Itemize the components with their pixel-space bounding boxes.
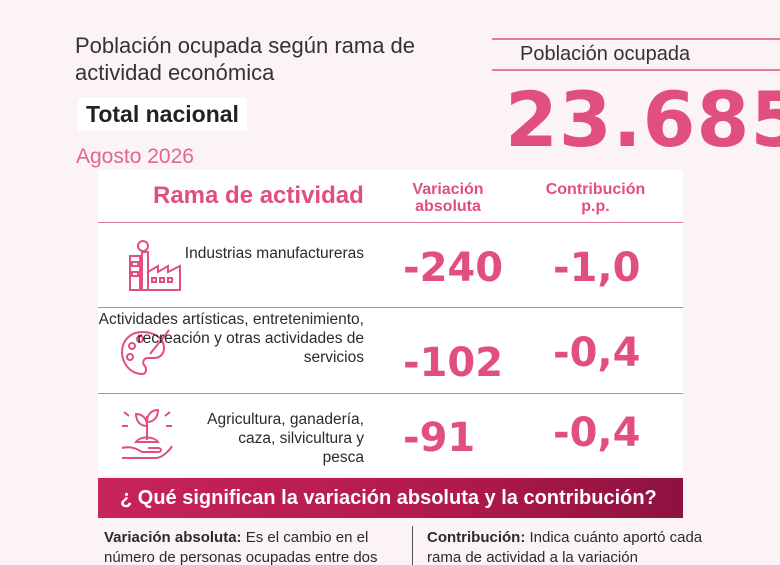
definition-contribution: Contribución: Indica cuánto aportó cada … bbox=[427, 528, 727, 565]
row-label-manufacturing: Industrias manufactureras bbox=[184, 245, 364, 262]
factory-icon bbox=[126, 238, 186, 297]
kpi-line-bottom bbox=[492, 69, 780, 71]
definition-variation: Variación absoluta: Es el cambio en el n… bbox=[104, 528, 394, 565]
definition-separator bbox=[412, 526, 413, 565]
header-variation: Variación absoluta bbox=[412, 181, 484, 215]
definition-variation-term: Variación absoluta: bbox=[104, 529, 242, 546]
table-divider bbox=[98, 307, 683, 308]
row-contribution-manufacturing: -1,0 bbox=[553, 245, 641, 291]
kpi-label: Población ocupada bbox=[520, 43, 691, 65]
definition-variation-text: Es el cambio en el número de personas oc… bbox=[104, 529, 378, 565]
header-branch: Rama de actividad bbox=[153, 182, 364, 209]
row-label-agriculture: Agricultura, ganadería, caza, silvicultu… bbox=[207, 411, 364, 466]
row-label-arts: Actividades artísticas, entretenimiento,… bbox=[98, 311, 364, 366]
activity-table: Rama de actividad Variación absoluta Con… bbox=[98, 170, 683, 475]
row-contribution-arts: -0,4 bbox=[553, 330, 641, 376]
palette-icon bbox=[120, 328, 170, 383]
header-contribution: Contribución p.p. bbox=[545, 181, 646, 215]
plant-hand-icon bbox=[118, 402, 176, 467]
table-divider bbox=[98, 393, 683, 394]
period-label: Agosto 2026 bbox=[76, 145, 194, 168]
row-variation-agriculture: -91 bbox=[403, 415, 476, 461]
scope-label: Total nacional bbox=[78, 98, 247, 131]
kpi-line-top bbox=[492, 38, 780, 40]
definition-contribution-text: Indica cuánto aportó cada rama de activi… bbox=[427, 529, 703, 565]
row-variation-manufacturing: -240 bbox=[403, 245, 504, 291]
definition-contribution-term: Contribución: bbox=[427, 529, 526, 546]
info-banner: ¿ Qué significan la variación absoluta y… bbox=[98, 478, 683, 518]
row-contribution-agriculture: -0,4 bbox=[553, 410, 641, 456]
table-divider bbox=[98, 222, 683, 223]
page-title: Población ocupada según rama de activida… bbox=[75, 33, 416, 85]
kpi-value: 23.685 bbox=[505, 75, 780, 164]
row-variation-arts: -102 bbox=[403, 340, 504, 386]
